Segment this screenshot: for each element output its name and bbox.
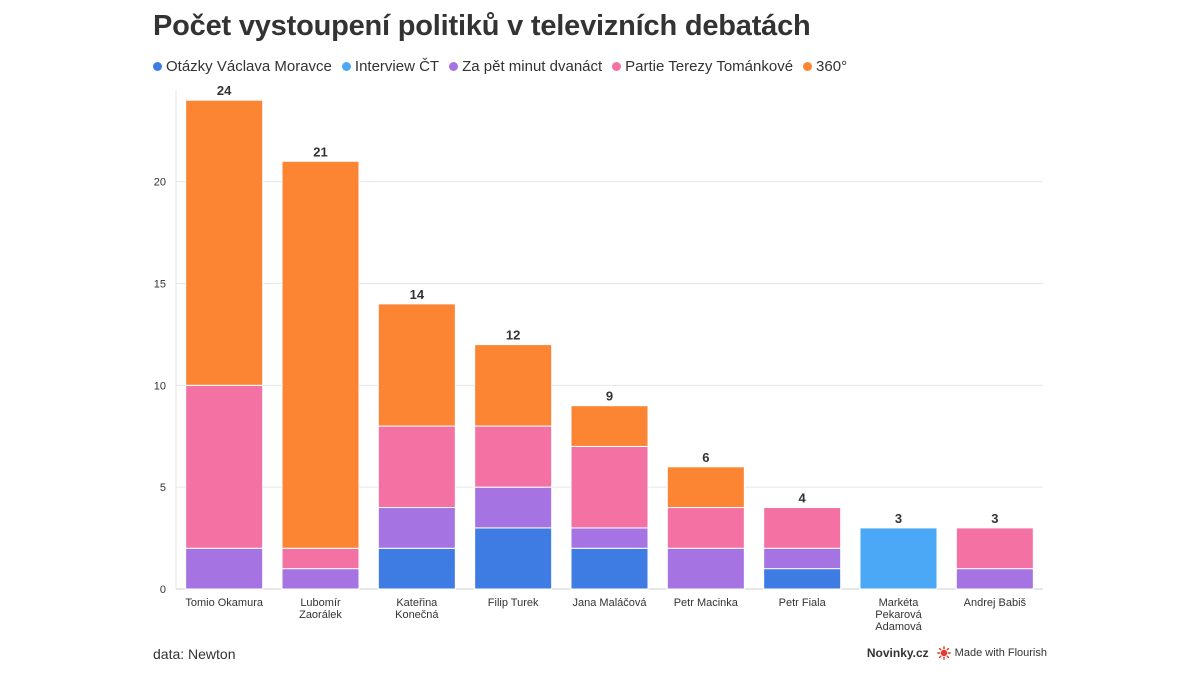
legend-item-360[interactable]: 360° (803, 58, 847, 75)
x-tick-label: Zaorálek (299, 609, 342, 621)
bar-segment (185, 99, 264, 386)
bar-segment (955, 527, 1034, 570)
legend-swatch (341, 62, 351, 71)
bar-segment (281, 160, 360, 549)
bar-total-label: 9 (606, 389, 613, 404)
legend-swatch (153, 62, 162, 71)
bar-total-label: 21 (313, 144, 327, 159)
y-tick-label: 10 (154, 380, 166, 392)
bar-segment (377, 425, 456, 509)
legend-swatch (612, 62, 622, 71)
x-tick-label: Markéta (879, 597, 920, 609)
bar-segment (474, 425, 553, 488)
y-tick-label: 5 (160, 482, 166, 494)
y-tick-label: 15 (154, 278, 166, 290)
y-tick-label: 0 (160, 584, 166, 596)
bar-segment (377, 547, 456, 590)
bar-total-label: 14 (410, 287, 425, 302)
brand-logo[interactable]: Novinky.cz (866, 646, 929, 660)
x-tick-label: Filip Turek (488, 597, 539, 609)
legend-item-moravec[interactable]: Otázky Václava Moravce (153, 58, 332, 75)
flourish-label: Made with Flourish (954, 647, 1047, 659)
bar-segment (474, 344, 553, 427)
x-tick-label: Pekarová (875, 609, 922, 621)
bar-segment (570, 405, 649, 447)
legend-label: Za pět minut dvanáct (462, 58, 603, 75)
x-tick-label: Petr Fiala (779, 597, 827, 609)
x-tick-label: Adamová (875, 621, 922, 633)
bar-segment (281, 568, 360, 590)
bar-segment (763, 507, 842, 549)
y-tick-label: 20 (154, 177, 166, 189)
x-tick-label: Andrej Babiš (964, 597, 1027, 609)
x-tick-label: Jana Maláčová (573, 597, 648, 609)
bar-total-label: 4 (799, 491, 807, 506)
bar-total-label: 3 (991, 511, 998, 526)
legend-label: Otázky Václava Moravce (166, 58, 332, 75)
bar-segment (666, 547, 745, 590)
x-tick-label: Kateřina (396, 597, 438, 609)
bar-total-label: 24 (217, 83, 232, 98)
bar-segment (474, 486, 553, 529)
bar-segment (377, 303, 456, 427)
bar-segment (859, 527, 938, 590)
legend-swatch (449, 62, 459, 71)
flourish-credit[interactable]: Made with Flourish (936, 646, 1047, 660)
bar-segment (281, 547, 360, 570)
legend: Otázky Václava Moravce Interview ČT Za p… (153, 58, 847, 75)
bar-segment (570, 547, 649, 590)
footer-credits: Novinky.cz Made with Flourish (867, 646, 1047, 660)
data-source: data: Newton (153, 646, 236, 662)
x-tick-label: Konečná (395, 609, 439, 621)
chart-title: Počet vystoupení politiků v televizních … (153, 10, 811, 42)
bar-segment (666, 507, 745, 549)
bar-total-label: 6 (702, 450, 709, 465)
bar-segment (955, 568, 1034, 590)
bar-segment (763, 547, 842, 570)
legend-swatch (803, 62, 813, 71)
bar-segment (474, 527, 553, 590)
legend-label: Partie Terezy Tománkové (625, 58, 794, 75)
legend-item-partie[interactable]: Partie Terezy Tománkové (612, 58, 793, 75)
flourish-icon (936, 646, 951, 660)
legend-item-interview[interactable]: Interview ČT (341, 58, 440, 75)
bar-segment (185, 547, 264, 590)
bar-segment (763, 568, 842, 590)
bar-segment (666, 466, 745, 509)
bar-total-label: 3 (895, 511, 902, 526)
legend-item-pet-minut[interactable]: Za pět minut dvanáct (449, 58, 602, 75)
bar-total-label: 12 (506, 328, 520, 343)
bar-segment (377, 507, 456, 549)
bar-segment (570, 445, 649, 529)
legend-label: 360° (816, 58, 848, 75)
legend-label: Interview ČT (354, 58, 440, 75)
x-tick-label: Tomio Okamura (185, 597, 264, 609)
x-tick-label: Lubomír (300, 597, 341, 609)
bar-segment (185, 384, 264, 549)
x-tick-label: Petr Macinka (674, 597, 739, 609)
bar-segment (570, 527, 649, 549)
